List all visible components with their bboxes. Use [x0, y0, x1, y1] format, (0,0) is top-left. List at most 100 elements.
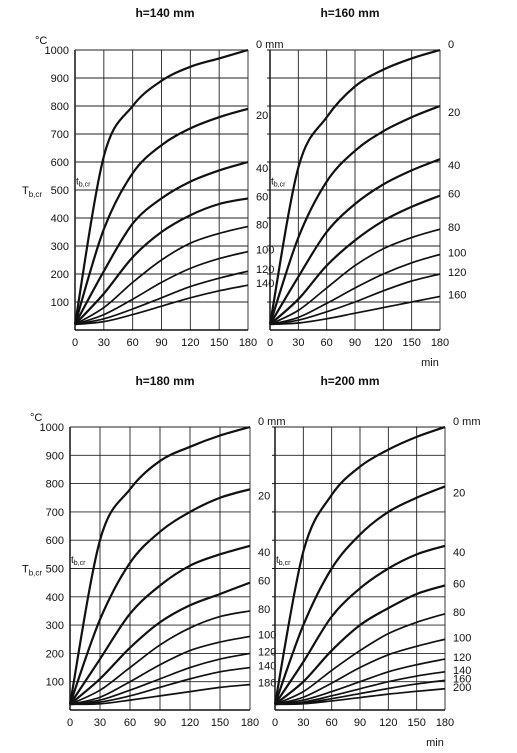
series-line: [74, 284, 249, 326]
panel-2: h=160 mm 0 30 60 90 120 150 180 min tb,cr 0 20 40 60 8…: [267, 6, 466, 369]
series-label: 20: [448, 107, 460, 119]
curve-label: tb,cr: [276, 555, 291, 567]
series-line: [269, 194, 441, 326]
x-tick-label: 60: [326, 717, 338, 729]
y-tick-label: 600: [46, 535, 64, 547]
series-label: 140: [256, 278, 274, 290]
x-tick-label: 30: [292, 337, 304, 349]
series-label: 100: [453, 632, 471, 644]
x-tick-label: 60: [127, 337, 139, 349]
series-label: 100: [448, 247, 466, 259]
series-line: [268, 104, 441, 325]
x-tick-label: 120: [181, 717, 199, 729]
y-tick-label: 200: [46, 648, 64, 660]
y-tick-label: 500: [46, 564, 64, 576]
x-tick-label: 150: [211, 717, 229, 729]
series-line: [68, 488, 251, 705]
series-label: 140: [258, 661, 276, 673]
series-line: [273, 485, 446, 705]
series-label: 200: [453, 682, 471, 694]
series-line: [274, 658, 446, 706]
x-tick-label: 90: [349, 337, 361, 349]
x-tick-label: 150: [210, 337, 228, 349]
panel-3: h=180 mm0 30 60 90 120 150 1801002003004005006…: [22, 374, 286, 729]
series-line: [274, 638, 446, 706]
curve-label-sub: b,cr: [74, 560, 86, 567]
series-line: [274, 584, 446, 706]
y-tick-label: 900: [51, 73, 69, 85]
curve-label-sub: b,cr: [274, 181, 286, 188]
series-label: 140: [453, 665, 471, 677]
series-line: [274, 670, 446, 706]
y-tick-label: 300: [51, 241, 69, 253]
series-line: [74, 197, 249, 326]
curve-label: tb,cr: [71, 555, 86, 567]
series-label: 0 mm: [256, 39, 284, 51]
series-line: [274, 544, 446, 705]
series-label: 20: [258, 490, 270, 502]
panel-title: h=200 mm: [320, 374, 379, 388]
series-line: [74, 225, 249, 326]
x-tick-label: 0: [72, 337, 78, 349]
series-line: [269, 253, 441, 326]
series-line: [269, 228, 441, 326]
x-tick-label: 90: [354, 717, 366, 729]
series-label: 160: [448, 289, 466, 301]
x-tick-label: 90: [154, 717, 166, 729]
series-label: 80: [258, 604, 270, 616]
x-tick-label: 30: [98, 337, 110, 349]
y-axis-label: Tb,cr: [22, 185, 42, 199]
series-label: 60: [256, 191, 268, 203]
y-tick-label: 100: [51, 297, 69, 309]
panel-title: h=140 mm: [135, 6, 194, 20]
y-tick-label: 100: [46, 677, 64, 689]
curve-label-sub: b,cr: [279, 560, 291, 567]
y-tick-label: 400: [51, 213, 69, 225]
series-line: [269, 273, 441, 326]
y-tick-label: 800: [46, 479, 64, 491]
series-label: 80: [448, 222, 460, 234]
x-tick-label: 120: [374, 337, 392, 349]
x-tick-label: 60: [321, 337, 333, 349]
y-axis-label-sub: b,cr: [29, 569, 43, 578]
x-tick-label: 180: [239, 337, 257, 349]
series-label: 120: [258, 646, 276, 658]
series-line: [274, 687, 446, 706]
series-label: 180: [258, 678, 276, 690]
x-tick-label: 120: [181, 337, 199, 349]
y-tick-label: 200: [51, 269, 69, 281]
series-line: [69, 544, 251, 705]
y-tick-label: 1000: [40, 422, 64, 434]
series-label: 160: [453, 673, 471, 685]
y-tick-label: 900: [46, 450, 64, 462]
series-line: [69, 683, 251, 706]
series-line: [269, 158, 441, 325]
series-line: [69, 635, 251, 706]
y-tick-label: 1000: [45, 45, 69, 57]
x-tick-label: 180: [241, 717, 259, 729]
series-label: 0 mm: [258, 416, 286, 428]
y-tick-label: 300: [46, 620, 64, 632]
x-tick-label: 60: [124, 717, 136, 729]
series-label: 0: [448, 39, 454, 51]
series-label: 0 mm: [453, 416, 481, 428]
y-unit-label: °C: [30, 412, 42, 424]
panel-title: h=180 mm: [135, 374, 194, 388]
y-tick-label: 700: [46, 507, 64, 519]
series-label: 20: [256, 110, 268, 122]
y-tick-label: 700: [51, 129, 69, 141]
series-line: [73, 48, 249, 325]
curve-label: tb,cr: [76, 176, 91, 188]
x-tick-label: 0: [67, 717, 73, 729]
x-tick-label: 30: [297, 717, 309, 729]
series-line: [273, 425, 446, 705]
y-axis-label-sub: b,cr: [29, 190, 43, 199]
curve-label: tb,cr: [271, 176, 286, 188]
series-line: [69, 581, 251, 706]
panel-title: h=160 mm: [320, 6, 379, 20]
series-label: 120: [448, 267, 466, 279]
x-tick-label: 180: [431, 337, 449, 349]
series-label: 60: [453, 578, 465, 590]
x-unit-label: min: [426, 737, 444, 749]
